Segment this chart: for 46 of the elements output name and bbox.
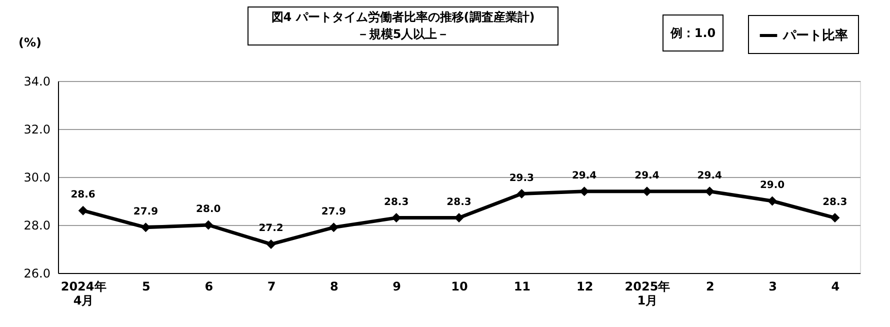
point	[140, 222, 150, 232]
text: 29.4	[572, 170, 597, 182]
text: 27.9	[133, 206, 158, 218]
text: 28.3	[822, 196, 848, 208]
x-tick-label: 10	[451, 280, 468, 294]
point	[704, 186, 714, 196]
x-tick-label: 7	[267, 280, 276, 294]
text: 29.4	[634, 170, 660, 182]
y-tick-label: 34.0	[24, 74, 50, 88]
text: 29.3	[509, 172, 534, 184]
text: －規模5人以上－	[356, 27, 450, 41]
point	[266, 239, 276, 249]
y-tick-label: 30.0	[24, 170, 50, 184]
text: 28.3	[446, 196, 472, 208]
y-tick-label: 26.0	[24, 266, 50, 280]
text: 28.6	[70, 190, 96, 201]
point	[642, 186, 652, 196]
x-tick-label: 5	[142, 280, 150, 294]
text: 28.0	[196, 204, 221, 215]
point	[328, 222, 338, 232]
x-tick-label: 9	[392, 280, 402, 294]
text: 27.9	[321, 206, 346, 218]
point	[768, 196, 778, 206]
legend-label: パート比率	[782, 28, 848, 44]
text: 29.4	[697, 170, 722, 182]
text: 図4 パートタイム労働者比率の推移(調査産業計)	[271, 10, 535, 24]
y-axis-title: (%)	[18, 36, 42, 50]
y-tick-label: 32.0	[24, 122, 50, 136]
text: 28.3	[384, 196, 409, 208]
x-tick-label: 2	[706, 280, 714, 294]
point	[204, 220, 214, 230]
x-tick-label: 12	[576, 280, 594, 294]
text: 29.0	[760, 180, 785, 191]
x-tick-label: 3	[768, 280, 777, 294]
point	[830, 213, 840, 223]
point	[78, 206, 88, 216]
x-tick-label: 11	[514, 280, 531, 294]
text: 27.2	[258, 223, 284, 234]
x-tick-label: 2024年 4月	[60, 280, 106, 308]
x-tick-label: 6	[204, 280, 214, 294]
x-tick-label: 8	[330, 280, 338, 294]
y-tick-label: 28.0	[24, 218, 50, 232]
x-tick-label: 4	[831, 280, 840, 294]
point	[516, 189, 526, 199]
text: 例：1.0	[669, 26, 716, 40]
x-tick-label: 2025年 1月	[624, 280, 670, 308]
